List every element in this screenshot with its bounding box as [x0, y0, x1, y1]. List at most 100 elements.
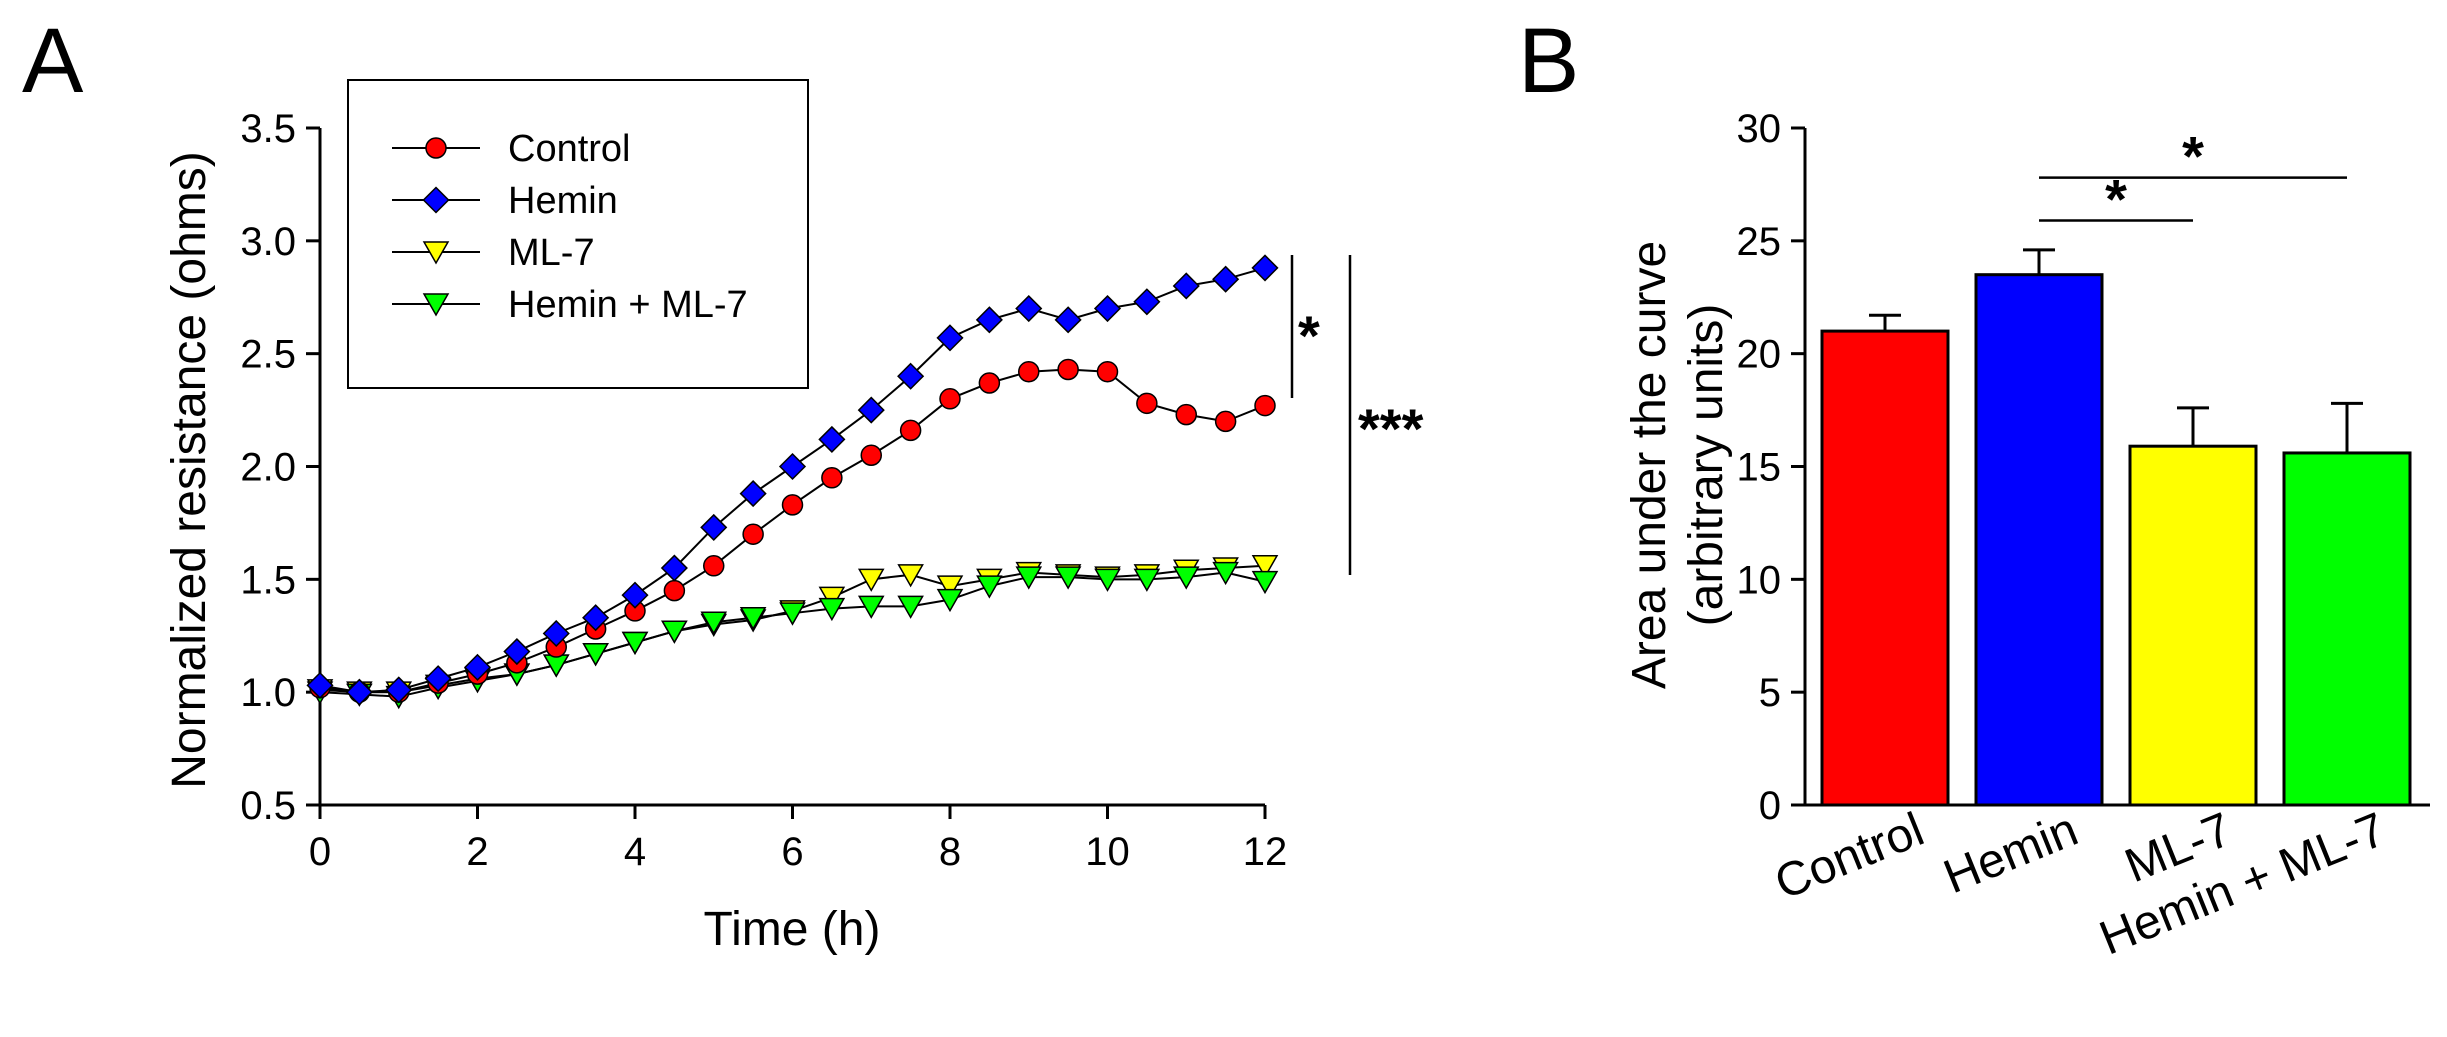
data-point — [781, 494, 804, 516]
y-tick-label: 1.0 — [240, 671, 296, 715]
bar-hemin — [1974, 248, 2104, 807]
data-point — [1096, 360, 1119, 383]
data-point — [1054, 306, 1082, 334]
data-point — [385, 676, 413, 704]
series-hemin — [306, 254, 1279, 706]
category-label: Control — [1768, 803, 1931, 910]
panel-a-letter: A — [22, 10, 84, 112]
y-tick-label: 3.5 — [240, 107, 296, 151]
data-point — [857, 595, 885, 619]
series-ml-7 — [306, 555, 1279, 705]
x-tick-label: 0 — [309, 830, 331, 874]
data-point — [818, 586, 846, 610]
sig-star-single: * — [1298, 304, 1320, 367]
data-point — [660, 554, 688, 582]
legend-box — [347, 79, 809, 389]
legend-label: Hemin — [508, 180, 618, 222]
bar — [1820, 329, 1950, 807]
bar-hemin-ml-7 — [2282, 401, 2412, 807]
data-point — [700, 513, 728, 541]
y-tick-label: 10 — [1737, 558, 1782, 602]
data-point — [1172, 272, 1200, 300]
y-tick-label: 0 — [1759, 784, 1781, 828]
x-tick-label: 12 — [1243, 830, 1288, 874]
data-point — [818, 425, 846, 453]
legend-item: ML-7 — [392, 232, 595, 274]
panel-a-x-axis-label: Time (h) — [704, 903, 881, 956]
data-point — [936, 575, 964, 599]
legend-item: Control — [392, 128, 631, 170]
data-point — [897, 564, 924, 588]
x-tick-label: 8 — [939, 830, 961, 874]
data-point — [1057, 358, 1079, 381]
y-tick-label: 2.5 — [240, 333, 296, 377]
legend-items: Control Hemin ML-7 Hemin + ML-7 — [392, 128, 748, 326]
data-point — [1251, 570, 1279, 595]
data-point — [582, 604, 610, 632]
sig-star: * — [2105, 168, 2127, 231]
data-point — [1054, 566, 1082, 590]
data-point — [1212, 265, 1240, 293]
data-point — [1093, 294, 1122, 323]
panel-a-y-axis-label: Normalized resistance (ohms) — [163, 151, 216, 789]
data-point — [1136, 392, 1158, 415]
data-point — [739, 480, 767, 508]
panel-b-letter: B — [1518, 10, 1579, 112]
legend-item: Hemin — [392, 180, 618, 222]
data-point — [821, 467, 843, 489]
bar — [1974, 273, 2104, 807]
data-point — [1251, 254, 1279, 282]
panel-b-y-axis-label-line1: Area under the curve — [1623, 241, 1676, 689]
panel-a: A Normalized resistance (ohms) Time (h) … — [22, 10, 1424, 956]
data-point — [936, 588, 964, 613]
y-tick-label: 0.5 — [240, 784, 296, 828]
bar — [2128, 444, 2258, 807]
data-point — [1015, 566, 1043, 590]
data-point — [1094, 568, 1121, 592]
y-tick-label: 15 — [1737, 446, 1782, 490]
data-point — [976, 575, 1003, 599]
data-point — [582, 643, 609, 667]
data-point — [742, 523, 764, 545]
legend-marker — [422, 241, 450, 265]
legend-marker — [422, 293, 450, 317]
bar — [2282, 451, 2412, 807]
x-tick-label: 10 — [1085, 830, 1130, 874]
y-tick-label: 5 — [1759, 671, 1781, 715]
y-tick-label: 20 — [1737, 333, 1782, 377]
data-point — [779, 602, 806, 626]
legend-marker — [425, 137, 447, 159]
legend-item: Hemin + ML-7 — [392, 284, 748, 326]
panel-b-ticks: 0 5 10 15 20 25 30 — [1737, 107, 1805, 828]
y-tick-label: 3.0 — [240, 220, 296, 264]
data-point — [424, 665, 452, 693]
data-point — [1172, 566, 1200, 590]
data-point — [306, 671, 334, 699]
data-point — [1015, 294, 1043, 323]
sig-star-triple: *** — [1358, 397, 1424, 460]
data-point — [1133, 288, 1161, 316]
panel-a-series — [306, 254, 1279, 710]
series-line — [319, 368, 1266, 694]
data-point — [857, 396, 885, 424]
panel-b-significance: ** — [2039, 125, 2347, 231]
data-point — [939, 388, 961, 410]
series-hemin-ml-7 — [306, 561, 1279, 710]
data-point — [897, 595, 924, 619]
panel-a-ticks: 0.5 1.0 1.5 2.0 2.5 3.0 3.5 0 2 4 6 8 10 12 — [240, 107, 1287, 874]
data-point — [345, 678, 373, 706]
data-point — [739, 606, 767, 631]
bar-ml-7 — [2128, 406, 2258, 807]
data-point — [975, 306, 1003, 334]
y-tick-label: 1.5 — [240, 558, 296, 602]
data-point — [978, 372, 1001, 394]
bar-control — [1820, 313, 1950, 807]
data-point — [818, 597, 846, 622]
y-tick-label: 30 — [1737, 107, 1782, 151]
legend-label: Hemin + ML-7 — [508, 284, 748, 326]
y-tick-label: 2.0 — [240, 446, 296, 490]
data-point — [1175, 403, 1197, 426]
data-point — [1214, 410, 1237, 433]
